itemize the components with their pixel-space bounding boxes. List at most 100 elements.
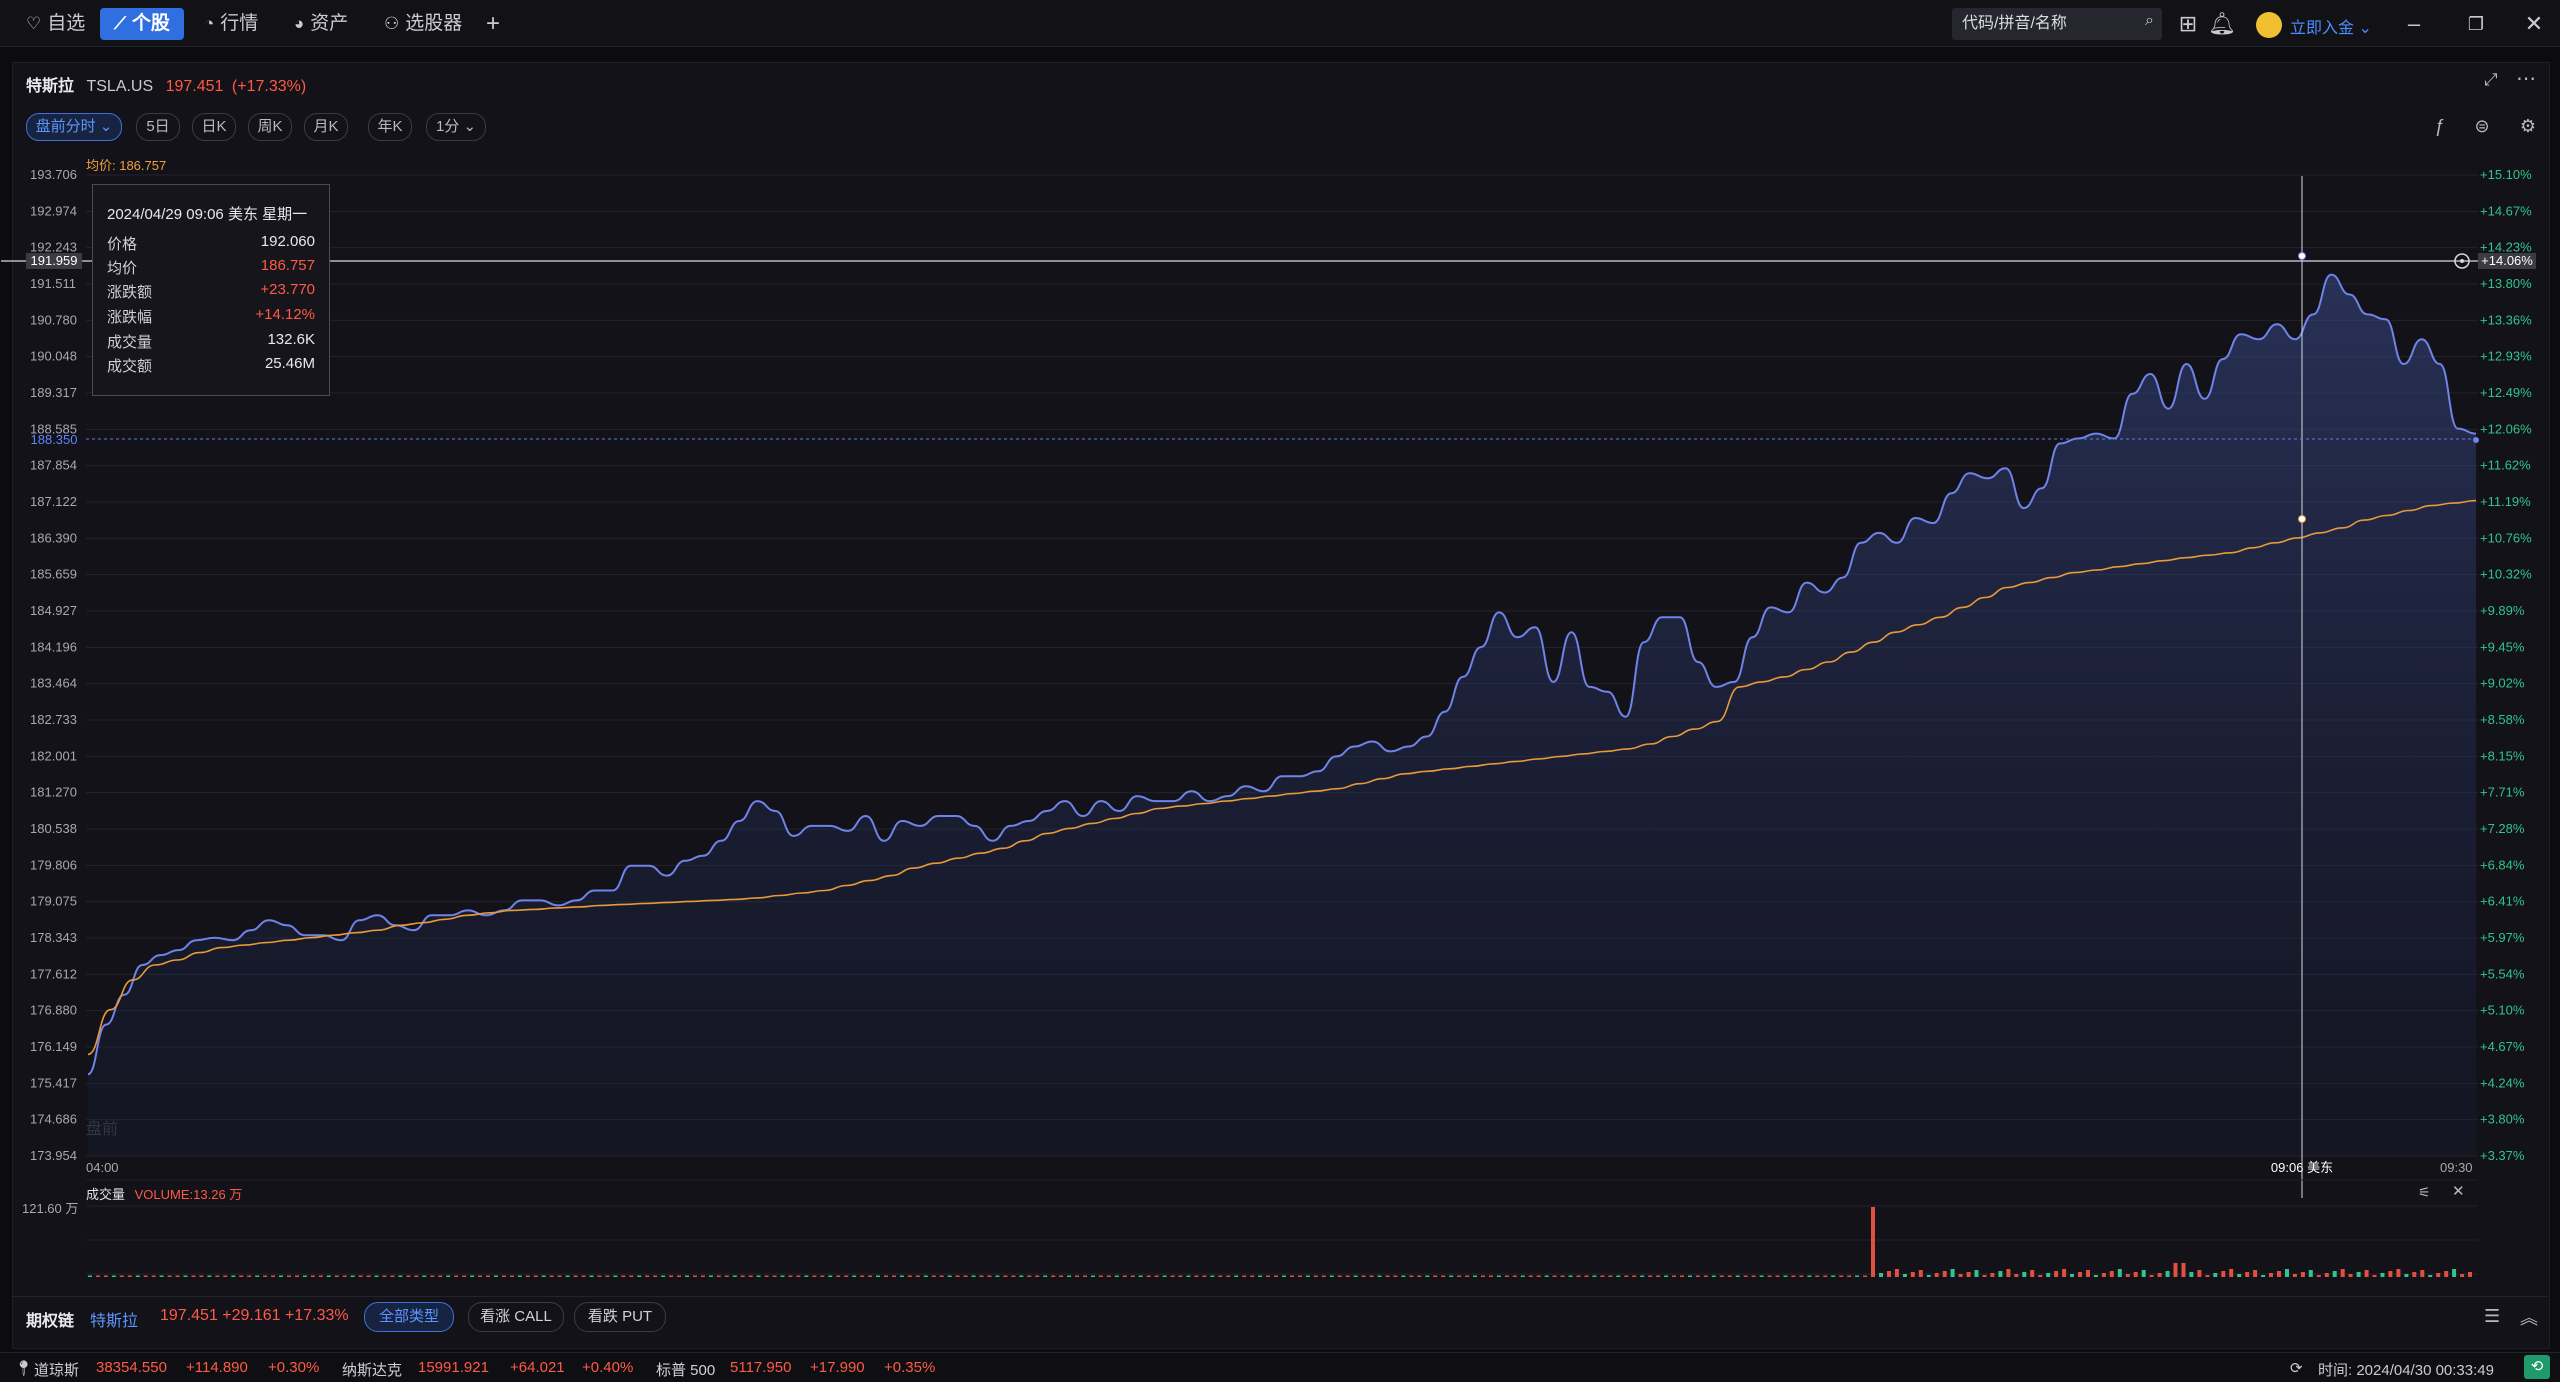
bell-icon[interactable]: 🔔︎ (2208, 11, 2236, 36)
volume-bar (1441, 1275, 1446, 1277)
nav-market[interactable]: ◔ 行情 (204, 8, 258, 40)
crosshair-add-alert-icon[interactable] (2454, 253, 2470, 269)
volume-bar (1369, 1275, 1374, 1277)
index-name[interactable]: 道琼斯 (34, 1362, 80, 1379)
volume-bar (1425, 1275, 1430, 1277)
volume-bar (1266, 1275, 1271, 1277)
volume-bar (868, 1275, 873, 1277)
nav-assets[interactable]: ◕ 资产 (294, 8, 348, 40)
connection-icon[interactable]: ⟲ (2524, 1355, 2550, 1379)
volume-bar (1727, 1275, 1732, 1277)
y-tick-label: 188.585 (30, 421, 77, 436)
period-month-k[interactable]: 月K (304, 113, 348, 141)
close-window-icon[interactable]: ✕ (2524, 11, 2544, 36)
nav-stock[interactable]: ⟋ 个股 (100, 8, 184, 40)
settings-icon[interactable]: ⚙ (2519, 116, 2537, 136)
crosshair-price-label: 191.959 (26, 253, 82, 269)
volume-bar (1688, 1275, 1692, 1277)
volume-bar (1274, 1275, 1278, 1277)
crosshair-pct-label: +14.06% (2478, 253, 2536, 269)
period-1min[interactable]: 1分 ⌄ (426, 113, 486, 141)
search-input[interactable] (1952, 8, 2142, 40)
minimize-icon[interactable]: – (2407, 11, 2421, 36)
volume-bar (1433, 1275, 1438, 1277)
tooltip-value: +14.12% (255, 306, 315, 323)
tooltip-key: 成交额 (107, 358, 153, 375)
nav-screener[interactable]: ⚇ 选股器 (384, 8, 462, 40)
volume-bar (1855, 1275, 1860, 1277)
volume-bar (557, 1275, 562, 1277)
volume-bar (1735, 1275, 1740, 1277)
volume-bar (1465, 1275, 1470, 1277)
volume-bar (748, 1275, 753, 1277)
volume-bar (685, 1275, 689, 1277)
filter-put[interactable]: 看跌 PUT (574, 1302, 666, 1332)
pct-tick-label: +14.23% (2480, 240, 2532, 255)
volume-bar (96, 1275, 100, 1277)
volume-bar (1083, 1275, 1087, 1277)
expand-up-icon[interactable]: ︽ (2520, 1308, 2538, 1328)
y-tick-label: 190.780 (30, 312, 77, 327)
volume-bar (223, 1275, 228, 1277)
volume-bar (995, 1275, 1000, 1277)
add-tab-button[interactable]: + (486, 10, 501, 37)
volume-value: VOLUME:13.26 万 (134, 1187, 243, 1202)
volume-bar (2062, 1269, 2067, 1277)
deposit-link[interactable]: 立即入金 ⌄ (2290, 14, 2372, 38)
nav-watchlist[interactable]: ♡ 自选 (26, 8, 85, 40)
options-list-icon[interactable]: ☰ (2484, 1306, 2501, 1326)
search-icon[interactable]: ⌕ (2145, 12, 2154, 29)
fullscreen-icon[interactable]: ⤢ (2484, 70, 2498, 89)
tooltip-title: 2024/04/29 09:06 美东 星期一 (107, 206, 308, 223)
filter-all-types[interactable]: 全部类型 (364, 1302, 454, 1332)
volume-bar (1067, 1275, 1072, 1277)
volume-bar (963, 1275, 968, 1277)
index-name[interactable]: 纳斯达克 (342, 1362, 403, 1379)
indicator-icon[interactable]: ƒ (2434, 116, 2445, 136)
filter-call[interactable]: 看涨 CALL (468, 1302, 564, 1332)
crosshair-avg-dot (2298, 515, 2306, 523)
volume-bar (700, 1275, 705, 1277)
volume-bar (430, 1275, 435, 1277)
apps-grid-icon[interactable]: ⊞ (2178, 11, 2198, 36)
volume-bar (1799, 1275, 1804, 1277)
volume-bar (2173, 1263, 2178, 1277)
pct-tick-label: +12.49% (2480, 385, 2532, 400)
refresh-icon[interactable]: ⟳ (2290, 1360, 2303, 1377)
more-icon[interactable]: ⋯ (2516, 68, 2536, 90)
volume-settings-icon[interactable]: ⚟ (2418, 1184, 2431, 1200)
volume-close-icon[interactable]: ✕ (2452, 1183, 2465, 1200)
y-tick-label: 181.270 (30, 785, 77, 800)
volume-bar (979, 1275, 984, 1277)
volume-bar (1504, 1275, 1509, 1277)
volume-bar (1719, 1275, 1724, 1277)
volume-bar (1863, 1275, 1868, 1277)
pct-tick-label: +11.62% (2480, 458, 2531, 473)
top-nav: ♡ 自选 ⟋ 个股 ◔ 行情 ◕ 资产 ⚇ 选股器 + ⌕ ⊞ 🔔︎ 立即入金 ⌄ – ❐… (0, 0, 2560, 47)
period-5d[interactable]: 5日 (136, 113, 180, 141)
volume-bar (844, 1275, 849, 1277)
index-name[interactable]: 标普 500 (656, 1362, 716, 1379)
volume-bar (724, 1275, 729, 1277)
volume-bar (263, 1275, 268, 1277)
volume-bar (509, 1275, 514, 1277)
avatar[interactable] (2256, 12, 2282, 38)
period-week-k[interactable]: 周K (248, 113, 292, 141)
volume-bar (2181, 1263, 2186, 1277)
volume-bar (2022, 1272, 2027, 1277)
period-day-k[interactable]: 日K (192, 113, 236, 141)
nav-assets-label: 资产 (310, 13, 349, 34)
volume-bar (971, 1275, 976, 1277)
volume-bar (422, 1275, 427, 1277)
period-premarket[interactable]: 盘前分时 ⌄ (26, 113, 122, 141)
restore-icon[interactable]: ❐ (2467, 14, 2485, 34)
volume-bar (764, 1275, 769, 1277)
volume-bar (533, 1275, 538, 1277)
compare-icon[interactable]: ⊜ (2474, 116, 2490, 136)
volume-bar (1831, 1275, 1836, 1277)
options-stock[interactable]: 特斯拉 (90, 1313, 139, 1330)
period-year-k[interactable]: 年K (368, 113, 412, 141)
tooltip-row: 涨跌额 +23.770 (107, 281, 315, 302)
volume-bar (907, 1275, 912, 1277)
